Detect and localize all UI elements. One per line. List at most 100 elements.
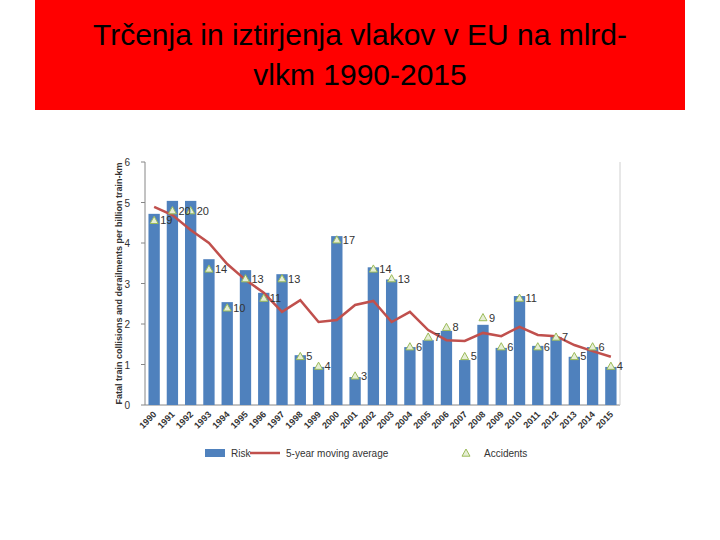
y-tick-label: 4 bbox=[124, 238, 130, 249]
x-tick-label: 1996 bbox=[247, 409, 268, 430]
data-label: 6 bbox=[544, 341, 550, 353]
data-label: 20 bbox=[197, 205, 209, 217]
x-axis bbox=[145, 405, 620, 406]
bar bbox=[368, 267, 379, 405]
x-tick-label: 1990 bbox=[137, 409, 158, 430]
data-label: 6 bbox=[507, 341, 513, 353]
y-axis-label: Fatal train collisions and derailments p… bbox=[114, 162, 124, 404]
chart: 0123456199019911992199319941995199619971… bbox=[0, 0, 720, 540]
bar bbox=[258, 293, 269, 405]
bar bbox=[349, 377, 360, 405]
marker bbox=[223, 304, 231, 311]
data-label: 5 bbox=[580, 350, 586, 362]
data-label: 3 bbox=[361, 370, 367, 382]
data-labels: 19202014101311135417314136785961167564 bbox=[160, 205, 623, 382]
marker bbox=[497, 343, 505, 350]
marker bbox=[589, 343, 597, 350]
y-tick bbox=[141, 405, 145, 406]
marker bbox=[241, 275, 249, 282]
marker bbox=[369, 265, 377, 272]
marker bbox=[479, 314, 487, 321]
y-tick bbox=[141, 283, 145, 284]
x-tick-label: 2003 bbox=[375, 409, 396, 430]
marker bbox=[461, 352, 469, 359]
marker bbox=[278, 275, 286, 282]
legend: Risk5-year moving averageAccidents bbox=[205, 448, 527, 459]
bar bbox=[404, 347, 415, 405]
x-tick-label: 2010 bbox=[503, 409, 524, 430]
marker bbox=[552, 333, 560, 340]
legend-swatch bbox=[250, 452, 280, 455]
y-tick-label: 0 bbox=[124, 400, 130, 411]
data-label: 14 bbox=[379, 263, 391, 275]
bar bbox=[514, 296, 525, 405]
bar bbox=[423, 340, 434, 405]
bar bbox=[240, 270, 251, 405]
bar bbox=[459, 360, 470, 405]
marker bbox=[442, 323, 450, 330]
x-tick-label: 1991 bbox=[156, 409, 177, 430]
x-tick-label: 2001 bbox=[338, 409, 359, 430]
title: Trčenja in iztirjenja vlakov v EU na mlr… bbox=[80, 15, 640, 95]
y-tick-label: 2 bbox=[124, 319, 130, 330]
marker bbox=[570, 352, 578, 359]
marker bbox=[534, 343, 542, 350]
data-label: 9 bbox=[489, 312, 495, 324]
bar bbox=[532, 346, 543, 405]
bar bbox=[203, 259, 214, 405]
x-tick-label: 1999 bbox=[302, 409, 323, 430]
bar bbox=[386, 279, 397, 405]
y-tick-label: 5 bbox=[124, 198, 130, 209]
bar bbox=[295, 355, 306, 405]
data-label: 4 bbox=[617, 360, 623, 372]
x-tick-label: 1994 bbox=[210, 409, 231, 430]
bar bbox=[222, 302, 233, 405]
bar bbox=[148, 214, 159, 405]
bar bbox=[167, 201, 178, 405]
x-tick-label: 2002 bbox=[357, 409, 378, 430]
marker bbox=[315, 362, 323, 369]
x-tick-label: 2015 bbox=[594, 409, 615, 430]
marker bbox=[607, 362, 615, 369]
x-tick-label: 2012 bbox=[539, 409, 560, 430]
marker bbox=[150, 216, 158, 223]
y-tick bbox=[141, 364, 145, 365]
x-tick-label: 2004 bbox=[393, 409, 414, 430]
bar bbox=[569, 357, 580, 405]
x-tick-label: 2008 bbox=[466, 409, 487, 430]
legend-swatch bbox=[205, 449, 225, 457]
bar bbox=[477, 325, 488, 405]
data-label: 13 bbox=[288, 273, 300, 285]
marks bbox=[148, 201, 616, 405]
legend-label: Risk bbox=[231, 448, 251, 459]
x-tick-label: 1998 bbox=[283, 409, 304, 430]
x-tick-label: 1997 bbox=[265, 409, 286, 430]
data-label: 13 bbox=[251, 273, 263, 285]
bar bbox=[550, 337, 561, 405]
data-label: 20 bbox=[178, 205, 190, 217]
y-tick bbox=[141, 243, 145, 244]
x-tick-label: 2009 bbox=[484, 409, 505, 430]
x-tick-label: 2006 bbox=[430, 409, 451, 430]
marker bbox=[516, 294, 524, 301]
y-tick-label: 1 bbox=[124, 360, 130, 371]
marker bbox=[296, 352, 304, 359]
x-tick-label: 2011 bbox=[521, 409, 542, 430]
bar bbox=[441, 331, 452, 405]
y-tick-label: 6 bbox=[124, 157, 130, 168]
y-tick-label: 3 bbox=[124, 279, 130, 290]
data-label: 19 bbox=[160, 214, 172, 226]
y-tick bbox=[141, 162, 145, 163]
marker bbox=[205, 265, 213, 272]
marker bbox=[351, 372, 359, 379]
marker bbox=[260, 294, 268, 301]
data-label: 11 bbox=[270, 292, 281, 304]
data-label: 7 bbox=[434, 331, 440, 343]
marker bbox=[333, 236, 341, 243]
x-tick-label: 2014 bbox=[576, 409, 597, 430]
line bbox=[154, 207, 611, 357]
data-label: 10 bbox=[233, 302, 245, 314]
marker bbox=[424, 333, 432, 340]
data-label: 6 bbox=[416, 341, 422, 353]
data-label: 17 bbox=[343, 234, 355, 246]
